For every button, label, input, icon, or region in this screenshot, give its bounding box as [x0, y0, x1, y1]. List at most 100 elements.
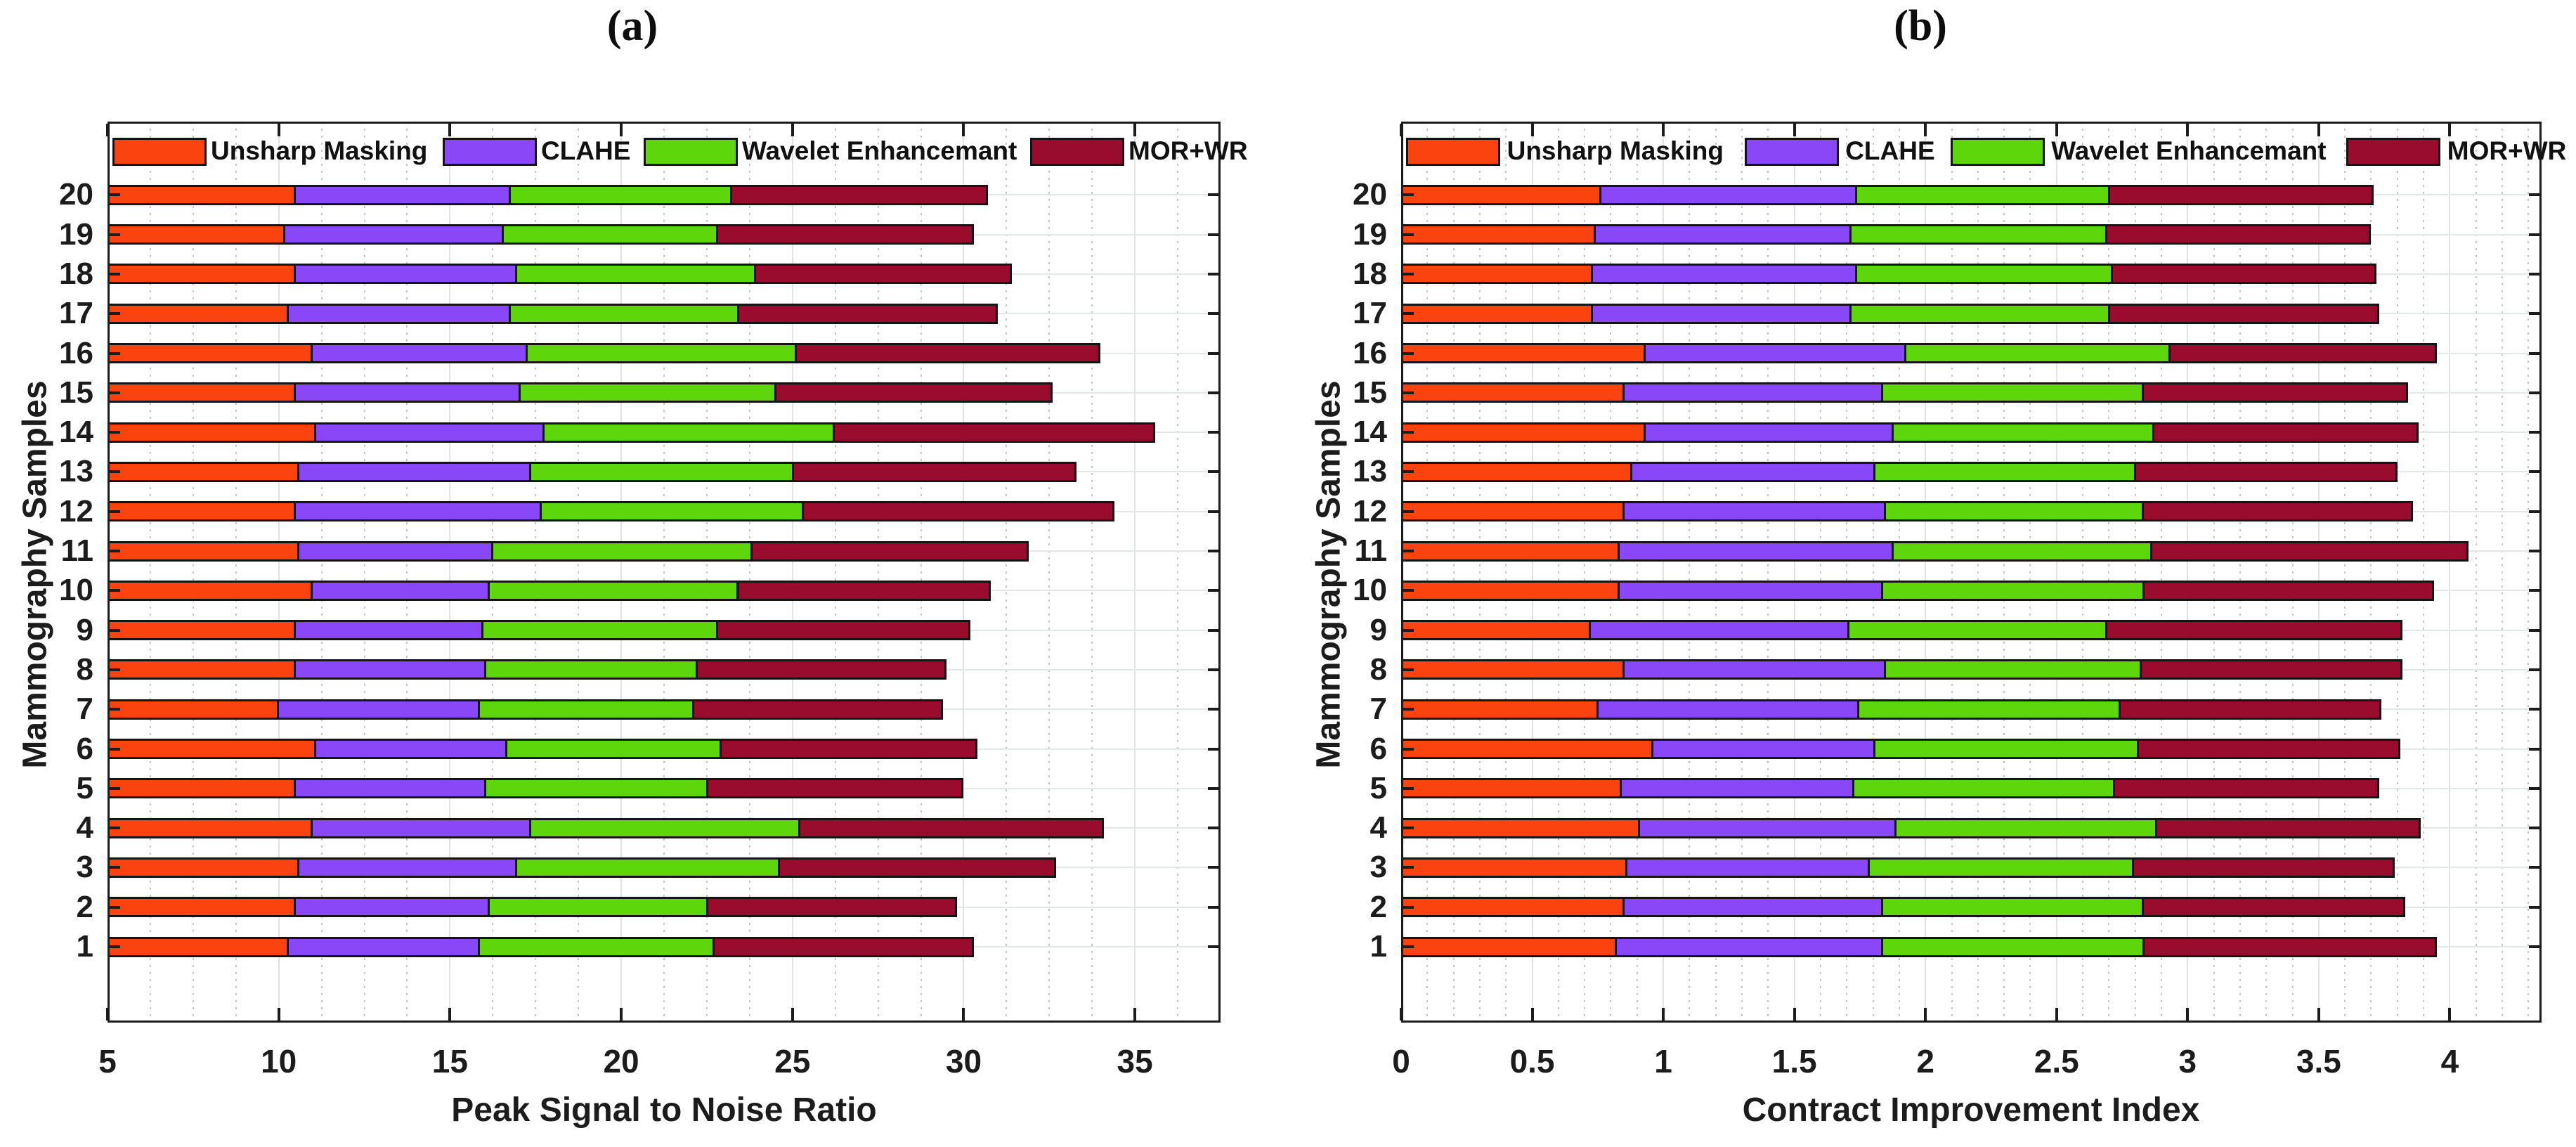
x-tick-top	[1400, 124, 1403, 136]
x-minor-gridline	[877, 122, 879, 1023]
x-minor-gridline	[2161, 122, 2162, 1023]
bar-segment-unsharp-masking	[110, 463, 297, 480]
bar-segment-clahe	[297, 463, 529, 480]
x-minor-gridline	[1767, 122, 1769, 1023]
bar-segment-clahe	[1622, 899, 1881, 916]
bar-segment-wavelet-enhancemant	[528, 819, 799, 836]
x-minor-gridline	[1452, 122, 1455, 1023]
x-minor-gridline	[1689, 122, 1691, 1023]
axes-box	[1401, 122, 2542, 1023]
x-minor-gridline	[2344, 122, 2346, 1023]
bar-segment-mor-wr	[2142, 938, 2435, 955]
x-minor-gridline	[320, 122, 323, 1023]
legend-label-clahe: CLAHE	[1845, 136, 1935, 165]
x-tick-bottom	[1400, 1008, 1403, 1020]
bar-segment-mor-wr	[705, 780, 962, 797]
bar-segment-mor-wr	[692, 701, 942, 718]
x-tick-top	[106, 124, 109, 136]
bar-segment-clahe	[293, 622, 481, 639]
bar-segment-clahe	[1625, 859, 1868, 876]
x-major-gridline	[1663, 122, 1665, 1023]
bar-segment-wavelet-enhancemant	[515, 859, 779, 876]
bar-segment-mor-wr	[798, 819, 1102, 836]
bar-segment-wavelet-enhancemant	[491, 543, 751, 559]
stacked-bar-sample-11	[108, 540, 1029, 562]
x-minor-gridline	[1951, 122, 1953, 1023]
x-minor-gridline	[1557, 122, 1559, 1023]
x-minor-gridline	[492, 122, 494, 1023]
y-tick-left	[109, 233, 120, 236]
x-major-gridline	[449, 122, 451, 1023]
y-tick-left	[1403, 312, 1414, 316]
y-tick-right	[1208, 668, 1219, 671]
x-tick-top	[2448, 124, 2452, 136]
bar-segment-mor-wr	[2131, 859, 2393, 876]
legend-label-unsharp-masking: Unsharp Masking	[211, 136, 428, 165]
bar-segment-unsharp-masking	[1403, 345, 1644, 361]
x-minor-gridline	[2291, 122, 2294, 1023]
y-tick-right	[2529, 827, 2540, 830]
y-tick-left	[109, 708, 120, 711]
x-tick-bottom	[2055, 1008, 2058, 1020]
bar-segment-unsharp-masking	[1403, 741, 1651, 757]
bar-segment-unsharp-masking	[110, 384, 294, 401]
legend-swatch-wavelet-enhancemant	[644, 138, 738, 166]
bar-segment-wavelet-enhancemant	[526, 345, 795, 361]
x-tick-label-25: 25	[774, 1043, 811, 1080]
stacked-bar-sample-17	[1401, 303, 2379, 324]
x-tick-bottom	[277, 1008, 280, 1020]
bar-segment-unsharp-masking	[110, 424, 315, 441]
bar-segment-unsharp-masking	[1403, 226, 1594, 243]
x-tick-label-10: 10	[261, 1043, 297, 1080]
bar-segment-wavelet-enhancemant	[488, 582, 737, 599]
bar-segment-wavelet-enhancemant	[515, 266, 754, 283]
bar-segment-clahe	[314, 424, 543, 441]
bar-segment-wavelet-enhancemant	[1868, 859, 2132, 876]
y-tick-left	[1403, 945, 1414, 948]
bar-segment-mor-wr	[2142, 503, 2412, 520]
stacked-bar-sample-6	[108, 739, 977, 759]
bar-segment-wavelet-enhancemant	[1852, 780, 2114, 797]
bar-segment-clahe	[297, 543, 492, 559]
stacked-bar-sample-19	[1401, 224, 2372, 245]
x-minor-gridline	[2213, 122, 2215, 1023]
y-tick-label-10: 10	[1353, 573, 1387, 608]
bar-segment-unsharp-masking	[110, 582, 311, 599]
legend-swatch-mor-wr	[1030, 138, 1124, 166]
y-tick-right	[2529, 945, 2540, 948]
bar-segment-mor-wr	[2149, 543, 2466, 559]
bar-segment-wavelet-enhancemant	[1854, 266, 2111, 283]
bar-segment-mor-wr	[2155, 819, 2419, 836]
y-tick-left	[1403, 866, 1414, 869]
bar-segment-mor-wr	[705, 899, 955, 916]
bar-segment-clahe	[293, 186, 509, 203]
bar-segment-clahe	[1651, 741, 1873, 757]
x-minor-gridline	[1846, 122, 1848, 1023]
bar-segment-wavelet-enhancemant	[542, 424, 833, 441]
y-tick-label-18: 18	[59, 256, 93, 291]
stacked-bar-sample-12	[1401, 501, 2414, 522]
x-tick-top	[1133, 124, 1137, 136]
bar-segment-unsharp-masking	[1403, 819, 1639, 836]
stacked-bar-sample-19	[108, 224, 975, 245]
bar-segment-mor-wr	[753, 266, 1010, 283]
y-tick-label-14: 14	[59, 415, 93, 450]
bar-segment-clahe	[311, 345, 526, 361]
x-tick-label-2: 2	[1916, 1043, 1934, 1080]
bar-segment-clahe	[276, 701, 478, 718]
y-tick-right	[1208, 312, 1219, 316]
x-minor-gridline	[1819, 122, 1821, 1023]
y-tick-left	[109, 905, 120, 909]
y-tick-label-6: 6	[1370, 731, 1387, 766]
x-minor-gridline	[535, 122, 537, 1023]
x-tick-bottom	[2186, 1008, 2190, 1020]
y-tick-left	[1403, 193, 1414, 197]
y-tick-label-2: 2	[76, 889, 93, 924]
bar-segment-unsharp-masking	[110, 819, 311, 836]
stacked-bar-sample-15	[108, 382, 1053, 403]
bar-segment-unsharp-masking	[1403, 582, 1618, 599]
stacked-bar-sample-2	[1401, 897, 2405, 918]
y-tick-left	[109, 510, 120, 513]
y-tick-label-16: 16	[59, 335, 93, 370]
